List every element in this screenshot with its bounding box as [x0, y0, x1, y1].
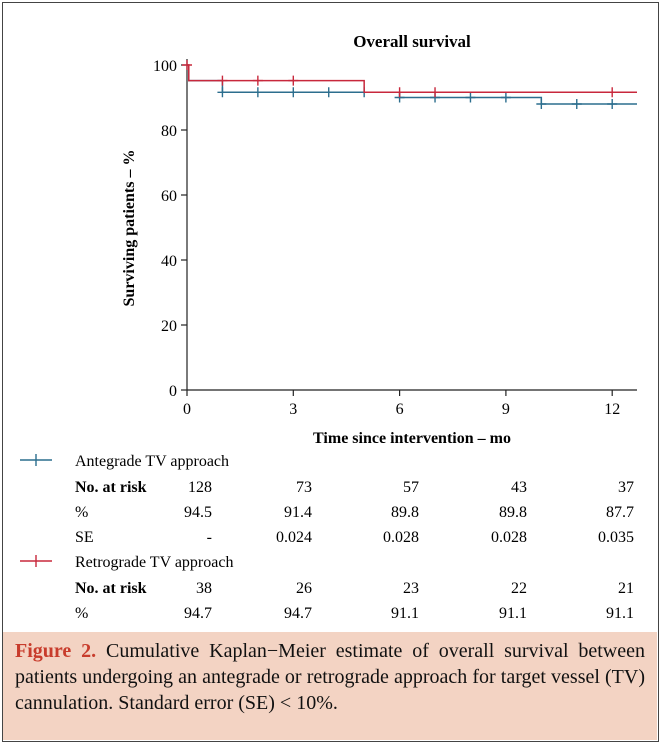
- risk-row-label: %: [75, 605, 88, 622]
- figure-caption: Figure 2. Cumulative Kaplan−Meier estima…: [3, 632, 657, 740]
- risk-row-label: SE: [75, 529, 94, 546]
- censor-mark-retrograde: [430, 87, 441, 98]
- risk-table-cell: 0.032: [276, 630, 312, 632]
- risk-table-cell: 26: [296, 580, 312, 597]
- censor-mark-antegrade: [571, 99, 582, 109]
- y-tick-label: 100: [153, 58, 177, 75]
- risk-table-cell: 128: [188, 479, 212, 496]
- caption-text: Cumulative Kaplan−Meier estimate of over…: [15, 640, 646, 714]
- risk-row-label: %: [75, 504, 88, 521]
- censor-mark-antegrade: [288, 87, 299, 98]
- legend-symbol-retrograde: [20, 555, 52, 567]
- x-axis-label: Time since intervention – mo: [313, 430, 511, 447]
- figure-label: Figure 2.: [15, 640, 97, 662]
- x-tick-label: 12: [604, 401, 620, 418]
- y-tick-label: 80: [161, 123, 177, 140]
- censor-mark-retrograde: [217, 75, 228, 86]
- risk-table-cell: 0.028: [383, 529, 419, 546]
- censor-mark-antegrade: [217, 87, 228, 98]
- risk-table-cell: 94.7: [184, 605, 212, 622]
- risk-table-cell: 91.4: [284, 504, 312, 521]
- censor-mark-antegrade: [607, 99, 618, 109]
- survival-chart: Overall survival 0 20 40 60 80 100 0 3 6 9 12 Time s…: [20, 32, 637, 632]
- chart-title: Overall survival: [353, 32, 471, 51]
- series-line-retrograde: [187, 64, 637, 94]
- risk-table-cell: 0.035: [598, 529, 634, 546]
- y-tick-label: 60: [161, 188, 177, 205]
- risk-table-cell: 38: [196, 580, 212, 597]
- risk-table-cell: -: [207, 529, 212, 546]
- series-line-antegrade: [187, 64, 637, 105]
- y-tick-label: 20: [161, 318, 177, 335]
- x-tick-label: 3: [289, 401, 297, 418]
- risk-table-cell: 89.8: [499, 504, 527, 521]
- censor-mark-retrograde: [394, 87, 405, 98]
- risk-row-label: No. at risk: [75, 580, 147, 597]
- risk-table-cell: 94.7: [284, 605, 312, 622]
- censor-mark-retrograde: [288, 75, 299, 86]
- censor-mark-antegrade: [323, 87, 334, 98]
- legend-label-antegrade: Antegrade TV approach: [75, 453, 229, 470]
- x-tick-label: 9: [502, 401, 510, 418]
- risk-table-cell: 0.048: [383, 630, 419, 632]
- risk-table-cell: 91.1: [606, 605, 634, 622]
- x-tick-label: 6: [396, 401, 404, 418]
- risk-table-cell: 43: [511, 479, 527, 496]
- y-tick-label: 40: [161, 253, 177, 270]
- risk-table-cell: 37: [618, 479, 634, 496]
- risk-table-cell: 57: [403, 479, 419, 496]
- risk-row-label: No. at risk: [75, 479, 147, 496]
- risk-table-cell: 87.7: [606, 504, 634, 521]
- risk-row-label: SE: [75, 630, 94, 632]
- risk-table-cell: 0.048: [491, 630, 527, 632]
- legend-symbol-antegrade: [20, 454, 52, 466]
- censor-mark-retrograde: [182, 60, 192, 70]
- risk-table-cell: 23: [403, 580, 419, 597]
- risk-table-cell: -: [207, 630, 212, 632]
- risk-table-cell: 94.5: [184, 504, 212, 521]
- censor-mark-antegrade: [252, 87, 263, 98]
- risk-table-cell: 0.024: [276, 529, 312, 546]
- risk-table-cell: 89.8: [391, 504, 419, 521]
- risk-table-cell: 21: [618, 580, 634, 597]
- y-axis-label: Surviving patients – %: [121, 150, 138, 307]
- risk-table-cell: 73: [296, 479, 312, 496]
- legend-label-retrograde: Retrograde TV approach: [75, 554, 233, 571]
- censor-mark-antegrade: [465, 92, 476, 103]
- censor-mark-retrograde: [607, 87, 618, 98]
- risk-table-cell: 0.028: [491, 529, 527, 546]
- risk-table-cell: 91.1: [391, 605, 419, 622]
- censor-mark-antegrade: [536, 99, 547, 109]
- risk-table-cell: 0.061: [598, 630, 634, 632]
- risk-table-cell: 91.1: [499, 605, 527, 622]
- risk-table-cell: 22: [511, 580, 527, 597]
- y-tick-label: 0: [169, 383, 177, 400]
- x-tick-label: 0: [183, 401, 191, 418]
- censor-mark-antegrade: [500, 92, 511, 103]
- censor-mark-retrograde: [252, 75, 263, 86]
